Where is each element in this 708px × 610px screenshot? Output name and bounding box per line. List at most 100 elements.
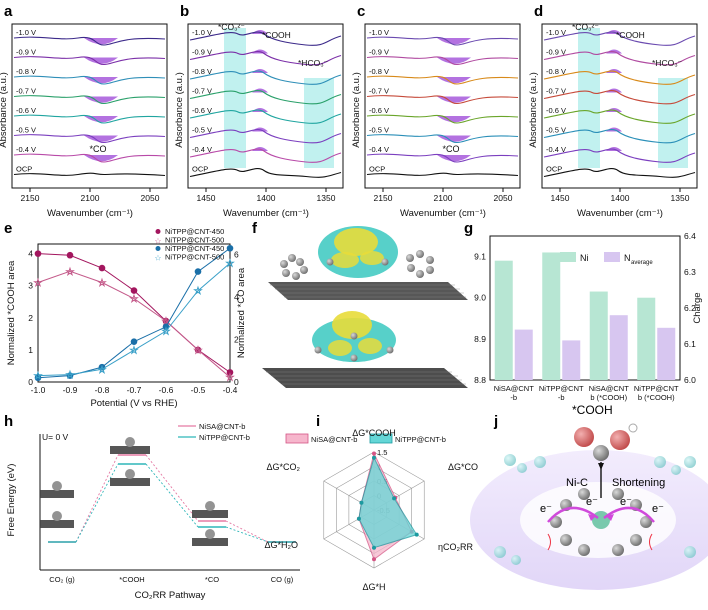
e-ytick-right: 2 <box>234 335 239 345</box>
g-bar-ni <box>494 260 513 380</box>
ir-spectrum-line <box>543 148 696 163</box>
ir-potential-label: -0.7 V <box>192 87 212 96</box>
ir-xlabel-c: Wavenumber (cm⁻¹) <box>400 208 486 219</box>
ir-potential-label: -0.5 V <box>16 126 36 135</box>
e-point-star: ☆ <box>130 346 139 357</box>
g-xtick: -b <box>558 393 565 402</box>
j-shortening-label: Shortening <box>612 477 665 489</box>
i-point <box>359 500 364 505</box>
j-cooh-label: *COOH <box>572 403 613 417</box>
g-xtick: b (*COOH) <box>638 393 675 402</box>
ir-spectrum-line <box>189 70 342 85</box>
e-legend-marker <box>155 246 161 251</box>
ir-xtick-c: 2050 <box>494 193 513 203</box>
e-legend-marker: ☆ <box>154 237 161 246</box>
i-point <box>372 557 376 562</box>
e-point-star: ☆ <box>66 267 75 278</box>
e-legend-label: NiTPP@CNT-500 <box>165 236 224 245</box>
i-axis-label: ΔG*H₂O <box>264 540 298 550</box>
ir-potential-label: -0.5 V <box>546 126 566 135</box>
g-bar-n <box>657 327 676 380</box>
g-xtick: NiSA@CNT <box>494 384 535 393</box>
panel-label-a: a <box>4 3 13 20</box>
ir-xtick-d: 1350 <box>671 193 690 203</box>
ir-xtick-b: 1350 <box>317 193 336 203</box>
charge-density-bottom <box>262 311 468 388</box>
e-point-star: ☆ <box>162 317 171 328</box>
panel-b: b Absorbance (a.u.) 1450 1400 1350 Wavenumbe… <box>174 3 344 219</box>
ir-potential-label: -0.7 V <box>546 87 566 96</box>
panel-g-chart: g 8.8 8.9 9.0 9.1 6.0 6.1 6.2 6.3 6.4 Charge NiSA@… <box>464 220 703 402</box>
i-ring-label: 1.5 <box>377 448 387 457</box>
ir-potential-label: -0.8 V <box>16 67 36 76</box>
e-point <box>66 251 74 259</box>
h-connector <box>145 454 199 522</box>
g-bar-n <box>609 315 628 380</box>
i-axis-label: ΔG*CO <box>448 462 478 472</box>
i-legend-nisa: NiSA@CNT-b <box>311 435 357 444</box>
ir-potential-label: -0.6 V <box>16 106 36 115</box>
ir-spectrum-line <box>366 95 519 105</box>
g-bar-n <box>562 340 581 380</box>
panel-f: f <box>252 220 468 388</box>
panel-j-schematic: j *COOH Ni-C Shortening e⁻ <box>470 403 708 590</box>
g-ylabel-right: Charge <box>692 292 703 323</box>
panel-label-f: f <box>252 220 258 237</box>
charge-density-top <box>268 226 468 300</box>
h-connector <box>225 520 269 543</box>
panel-label-g: g <box>464 220 473 237</box>
g-ytick-right: 6.3 <box>684 267 696 277</box>
ir-potential-label: -1.0 V <box>546 28 566 37</box>
ir-potential-label: -0.5 V <box>369 126 389 135</box>
g-ytick-right: 6.1 <box>684 339 696 349</box>
j-electron-3: e⁻ <box>540 503 552 515</box>
ir-potential-label: -0.6 V <box>369 106 389 115</box>
ir-spectrum-line <box>189 31 342 46</box>
ir-spectrum-line <box>543 109 696 124</box>
ir-annot-hco3: *HCO₃⁻ <box>298 58 329 68</box>
ir-ylabel-b: Absorbance (a.u.) <box>174 72 185 148</box>
ir-xtick-a: 2100 <box>81 193 100 203</box>
e-ytick-left: 1 <box>28 345 33 355</box>
h-legend-nitpp: NiTPP@CNT-b <box>199 433 250 442</box>
h-xtick: CO (g) <box>271 575 294 584</box>
g-bar-n <box>514 329 533 380</box>
e-point-star: ☆ <box>66 370 75 381</box>
g-ytick-left: 8.9 <box>474 334 486 344</box>
ir-ylabel-a: Absorbance (a.u.) <box>0 72 9 148</box>
ir-potential-label: -0.6 V <box>192 106 212 115</box>
h-structures <box>40 437 228 546</box>
g-ytick-left: 9.1 <box>474 252 486 262</box>
j-electron-4: e⁻ <box>652 503 664 515</box>
g-xtick: b (*COOH) <box>590 393 627 402</box>
ir-xtick-c: 2100 <box>434 193 453 203</box>
ir-spectrum-line <box>366 75 519 85</box>
ir-spectrum-line <box>189 50 342 66</box>
e-point <box>34 374 42 382</box>
ir-annot-co3: *CO₃²⁻ <box>572 22 599 32</box>
panel-a: a Absorbance (a.u.) 2150 2100 2050 Wavenumbe… <box>0 3 168 219</box>
ir-potential-label: -0.9 V <box>546 48 566 57</box>
ir-spectrum-line <box>366 56 519 66</box>
ir-spectrum-line <box>13 172 166 177</box>
ir-spectrum-line <box>13 75 166 85</box>
ir-potential-label: -0.9 V <box>192 48 212 57</box>
e-point <box>194 268 202 275</box>
ir-spectrum-line <box>543 167 696 178</box>
g-xtick: NiTPP@CNT <box>634 384 679 393</box>
e-frame <box>37 243 231 383</box>
panel-label-h: h <box>4 413 13 430</box>
h-xtick: *CO <box>205 575 219 584</box>
e-point-star: ☆ <box>98 365 107 376</box>
ir-spectrum-line <box>366 114 519 124</box>
ir-potential-label: -0.7 V <box>16 87 36 96</box>
e-ytick-left: 4 <box>28 249 33 259</box>
e-point <box>130 338 138 345</box>
ir-xtick-b: 1400 <box>257 193 276 203</box>
g-ytick-left: 9.0 <box>474 293 486 303</box>
ir-xtick-d: 1450 <box>551 193 570 203</box>
h-xtick: *COOH <box>119 575 144 584</box>
ir-spectrum-line <box>189 167 342 178</box>
e-legend-label: NiTPP@CNT-450 <box>165 227 224 236</box>
panel-label-d: d <box>534 3 543 20</box>
